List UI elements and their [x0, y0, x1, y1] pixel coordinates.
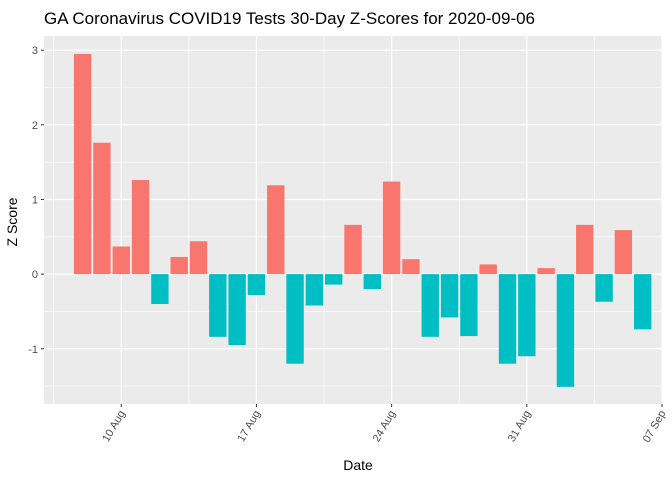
bar [189, 241, 208, 275]
bar [247, 274, 266, 296]
bar [112, 246, 130, 275]
bar [421, 274, 439, 337]
bar [131, 180, 150, 275]
bar [286, 274, 304, 364]
y-axis: -1 0 1 2 3 [28, 45, 44, 356]
bar [576, 224, 594, 275]
bar [324, 274, 343, 285]
bar [170, 256, 188, 275]
bar [73, 53, 92, 275]
bar [614, 230, 633, 275]
bar [633, 274, 652, 330]
bar [382, 181, 401, 275]
bar [267, 185, 285, 275]
y-axis-title: Z Score [4, 197, 20, 246]
bar [440, 274, 459, 318]
bar [595, 274, 613, 302]
x-tick-label: 24 Aug [371, 409, 399, 445]
y-tick-label: 0 [32, 269, 38, 281]
x-tick-label: 10 Aug [100, 409, 128, 445]
bar [228, 274, 246, 346]
bar [209, 274, 227, 337]
bar [363, 274, 382, 290]
y-tick-label: 2 [32, 120, 38, 132]
y-tick-label: -1 [28, 344, 38, 356]
y-tick-label: 1 [32, 194, 38, 206]
bar [151, 274, 169, 304]
bar [402, 259, 420, 275]
bar [93, 142, 111, 275]
bar [460, 274, 478, 337]
bar [305, 274, 324, 306]
bar [479, 264, 497, 275]
bar [537, 268, 555, 275]
y-tick-label: 3 [32, 45, 38, 57]
bars [73, 53, 652, 387]
bar [556, 274, 575, 387]
x-tick-label: 17 Aug [236, 409, 264, 445]
bar [344, 224, 362, 275]
bar [498, 274, 517, 364]
x-axis-title: Date [343, 457, 373, 473]
bar [518, 274, 536, 357]
x-tick-label: 31 Aug [506, 409, 534, 445]
chart-title: GA Coronavirus COVID19 Tests 30-Day Z-Sc… [44, 9, 535, 28]
x-axis: 10 Aug 17 Aug 24 Aug 31 Aug 07 Sep [100, 404, 669, 445]
x-tick-label: 07 Sep [641, 409, 669, 445]
